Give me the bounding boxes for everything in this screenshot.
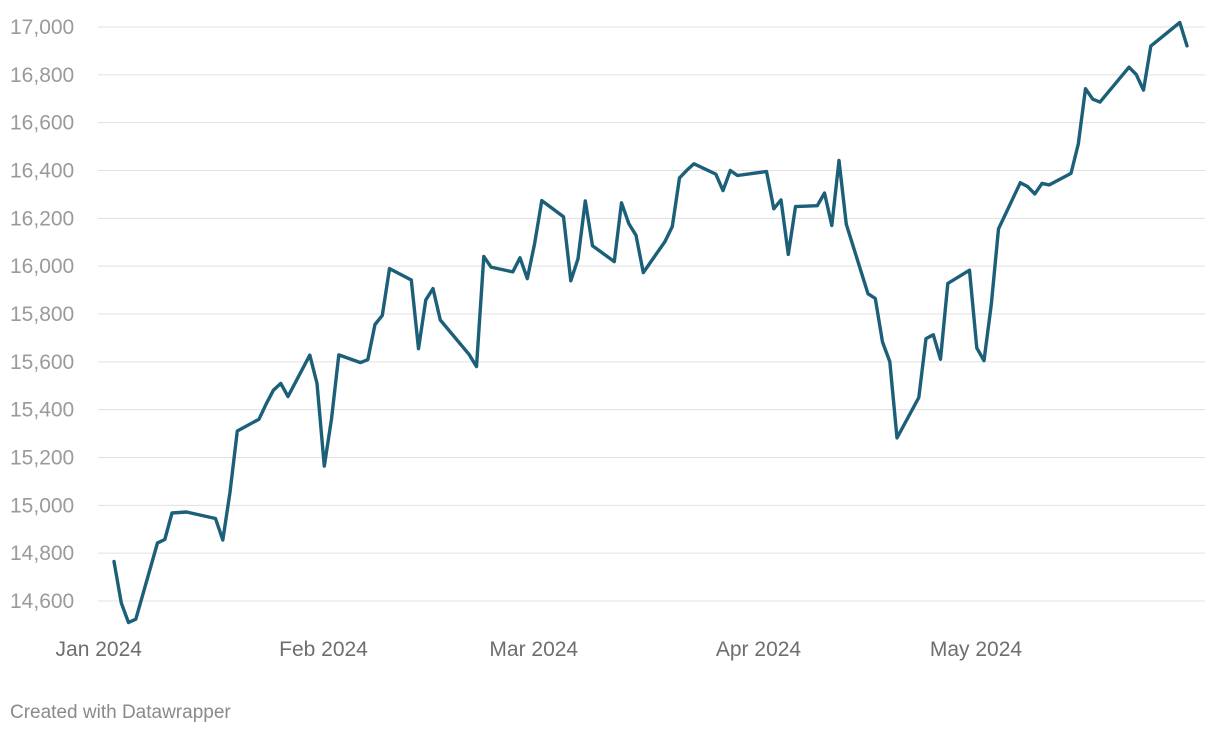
x-tick-label: Mar 2024 (489, 638, 578, 661)
x-tick-label: Feb 2024 (279, 638, 368, 661)
y-tick-label: 16,400 (10, 160, 74, 183)
gridlines (98, 26, 1205, 602)
y-tick-label: 16,000 (10, 255, 74, 278)
datawrapper-credit: Created with Datawrapper (10, 702, 231, 723)
y-tick-label: 15,800 (10, 303, 74, 326)
y-tick-label: 15,600 (10, 351, 74, 374)
y-tick-label: 16,600 (10, 112, 74, 135)
series-line-0 (112, 20, 1189, 625)
x-tick-label: Jan 2024 (56, 638, 143, 661)
y-tick-label: 14,800 (10, 542, 74, 565)
y-axis-tick-labels: 14,600 14,800 15,000 15,200 15,400 15,600 15,8… (10, 16, 74, 613)
x-axis-tick-labels: Jan 2024 Feb 2024 Mar 2024 Apr 2024 May 2024 (56, 638, 1023, 661)
y-tick-label: 15,200 (10, 447, 74, 470)
y-tick-label: 15,400 (10, 399, 74, 422)
line-chart: 14,600 14,800 15,000 15,200 15,400 15,600 15,8… (10, 16, 1205, 661)
y-tick-label: 16,200 (10, 207, 74, 230)
y-tick-label: 15,000 (10, 494, 74, 517)
x-tick-label: Apr 2024 (716, 638, 802, 661)
y-tick-label: 17,000 (10, 16, 74, 39)
series-layer (112, 20, 1189, 625)
x-tick-label: May 2024 (930, 638, 1023, 661)
y-tick-label: 14,600 (10, 590, 74, 613)
y-tick-label: 16,800 (10, 64, 74, 87)
